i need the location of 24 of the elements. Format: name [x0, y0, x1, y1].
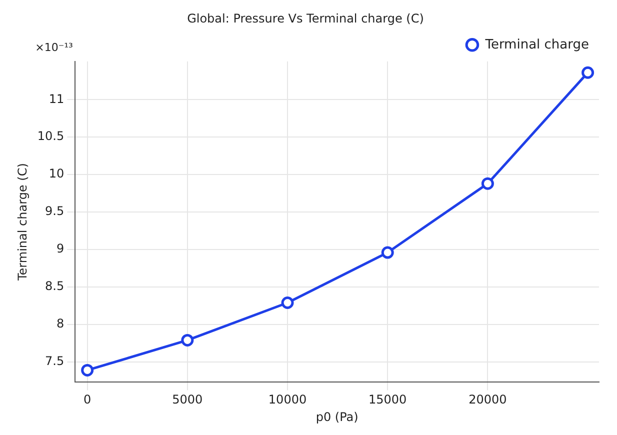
x-tick-label: 20000	[468, 392, 507, 407]
point	[81, 364, 94, 376]
x-tick-label: 10000	[268, 392, 307, 407]
x-tick-label: 15000	[368, 392, 407, 407]
x-tick-label: 0	[84, 392, 92, 407]
point	[481, 177, 494, 190]
y-tick-label: 9	[56, 242, 64, 256]
y-tick-label: 10	[48, 166, 64, 181]
y-tick-label: 8	[56, 316, 64, 331]
point	[181, 334, 194, 346]
legend-label: Terminal charge	[484, 37, 590, 52]
x-axis-title: p0 (Pa)	[316, 410, 358, 424]
point	[381, 246, 394, 259]
y-tick-label: 9.5	[45, 204, 64, 218]
y-tick-label: 8.5	[45, 279, 64, 294]
point	[281, 296, 294, 309]
point	[582, 66, 594, 79]
x-tick-label: 5000	[172, 392, 203, 407]
text: ×10⁻¹³	[35, 40, 73, 54]
y-tick-label: 11	[48, 92, 64, 106]
chart-title: Global: Pressure Vs Terminal charge (C)	[187, 11, 424, 26]
y-tick-label: 7.5	[45, 354, 64, 368]
y-axis-title: Terminal charge (C)	[15, 163, 30, 282]
y-tick-label: 10.5	[37, 129, 64, 144]
